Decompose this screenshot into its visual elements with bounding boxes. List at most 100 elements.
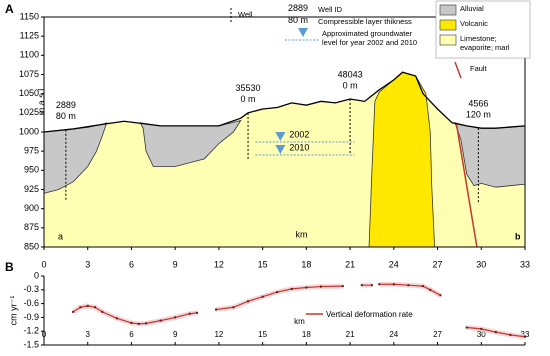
surface-line	[43, 71, 526, 133]
point	[392, 283, 395, 286]
point	[86, 304, 89, 307]
x-tick-label: 3	[86, 330, 91, 339]
fault-line	[455, 124, 478, 248]
x-tick-label: 24	[389, 259, 399, 269]
groundwater-year: 2002	[289, 129, 309, 139]
y-tick-label: 1050	[19, 88, 39, 98]
point	[439, 294, 442, 297]
well-thickness: 120 m	[466, 110, 491, 120]
x-tick-label: 15	[258, 259, 268, 269]
x-tick-label: 3	[85, 259, 90, 269]
series-line	[72, 283, 526, 338]
point	[465, 326, 468, 329]
y-tick-label: 1100	[20, 50, 39, 60]
y-tick-label: 1125	[20, 31, 39, 41]
legend-limestone: Limestone; evaporite; marl	[460, 34, 510, 52]
groundwater-legend: Approximated groundwater level for year …	[322, 29, 418, 47]
thickness-example: 80 m	[288, 15, 309, 25]
x-tick-label: 18	[302, 330, 311, 339]
panel-label: A	[5, 2, 14, 16]
point	[429, 288, 432, 291]
well-id: 4566	[468, 99, 488, 109]
point	[137, 322, 140, 325]
point	[196, 311, 199, 314]
y-tick-label: -1.2	[23, 326, 39, 336]
point	[480, 327, 483, 330]
legend-fault: Fault	[470, 64, 487, 73]
point	[145, 322, 148, 325]
well-id-example: 2889	[288, 3, 309, 13]
point	[188, 312, 191, 315]
series-glow	[71, 281, 526, 340]
point	[214, 308, 217, 311]
y-tick-label: 1150	[20, 11, 39, 21]
y-tick-label: -0.9	[23, 312, 39, 322]
end-label: a	[58, 231, 63, 241]
well-id-label: Well ID	[318, 5, 343, 14]
x-axis-label: km	[294, 317, 305, 326]
y-tick-label: 975	[24, 146, 39, 156]
point	[247, 300, 250, 303]
well-id: 2889	[56, 100, 76, 110]
y-tick-label: -0.3	[23, 284, 39, 294]
legend-alluvial: Alluvial	[460, 4, 484, 13]
groundwater-marker	[275, 145, 286, 154]
x-tick-label: 33	[520, 259, 530, 269]
point	[174, 316, 177, 319]
point	[115, 317, 118, 320]
limestone-area	[44, 72, 525, 247]
x-tick-label: 21	[346, 330, 355, 339]
y-axis-label: cm yr⁻¹	[8, 296, 18, 326]
groundwater-marker	[275, 131, 286, 141]
x-tick-label: 12	[214, 330, 223, 339]
y-tick-label: 1025	[19, 107, 39, 117]
legend-deformation: Vertical deformation rate	[326, 310, 413, 319]
well-thickness: 80 m	[56, 111, 76, 121]
point	[524, 335, 526, 338]
well-id: 48043	[338, 69, 363, 79]
y-tick-label: 875	[24, 222, 39, 232]
point	[494, 331, 497, 334]
x-tick-label: 27	[433, 259, 443, 269]
x-tick-label: 6	[129, 259, 134, 269]
y-tick-label: 900	[24, 203, 39, 213]
point	[94, 306, 97, 309]
point	[276, 291, 279, 294]
x-tick-label: 27	[433, 330, 442, 339]
point	[79, 306, 82, 309]
geology-unit	[368, 71, 436, 248]
legend-groundwater-marker	[298, 28, 308, 37]
point	[305, 286, 308, 289]
y-axis-label: m a.s.l	[36, 89, 46, 116]
legend-volcanic: Volcanic	[460, 19, 488, 28]
x-tick-label: 12	[214, 259, 224, 269]
well-thickness: 0 m	[343, 80, 358, 90]
point	[421, 285, 424, 288]
x-tick-label: 21	[345, 259, 355, 269]
x-tick-label: 30	[477, 330, 486, 339]
y-tick-label: 0	[34, 270, 39, 280]
x-tick-label: 24	[389, 330, 398, 339]
well-thickness: 0 m	[241, 94, 256, 104]
point	[130, 321, 133, 324]
point	[360, 284, 363, 287]
x-tick-label: 18	[301, 259, 311, 269]
x-tick-label: 0	[41, 259, 46, 269]
groundwater-year: 2010	[289, 142, 309, 152]
point	[319, 285, 322, 288]
y-tick-label: 925	[24, 184, 39, 194]
point	[378, 283, 381, 286]
x-tick-label: 0	[42, 330, 47, 339]
point	[232, 306, 235, 309]
legend-swatch	[439, 4, 457, 16]
y-tick-label: -1.5	[23, 339, 39, 349]
legend-swatch	[439, 19, 457, 31]
x-axis-label: km	[296, 229, 308, 239]
x-tick-label: 9	[173, 330, 178, 339]
point	[261, 295, 264, 298]
point	[159, 319, 162, 322]
x-tick-label: 33	[521, 330, 530, 339]
point	[290, 287, 293, 290]
